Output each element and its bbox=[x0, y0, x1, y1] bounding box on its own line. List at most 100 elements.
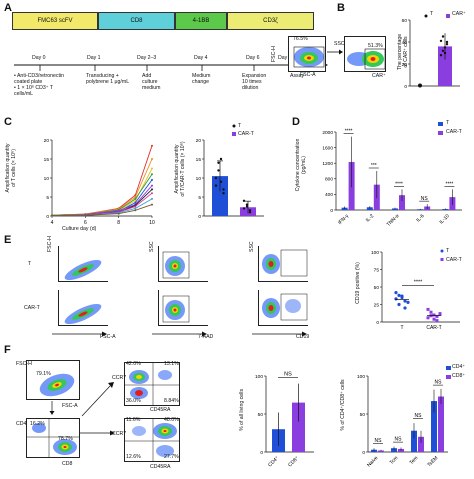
legend-item-t: T bbox=[238, 123, 242, 129]
y-tick-label: 50 bbox=[360, 412, 366, 418]
sig-label: NS bbox=[284, 372, 292, 378]
data-point bbox=[441, 35, 445, 38]
axis-label: FSC-A bbox=[62, 403, 78, 409]
axis-label: CD19 bbox=[296, 334, 310, 340]
x-tick-label: IL-6 bbox=[415, 213, 425, 223]
y-tick-label: 20 bbox=[402, 62, 408, 68]
flow-density bbox=[162, 251, 190, 279]
y-tick-label: 400 bbox=[325, 192, 333, 198]
y-tick-label: 25 bbox=[374, 302, 380, 308]
x-tick-label: 8 bbox=[117, 220, 120, 226]
y-tick-label: 50 bbox=[258, 412, 264, 418]
bar bbox=[378, 450, 384, 452]
axis-label: FSC-H bbox=[271, 46, 277, 62]
panel-label-c: C bbox=[4, 116, 12, 128]
x-tick-label: CD4⁺ bbox=[267, 455, 280, 468]
chart-c-right: 0 5 10 15 20 bbox=[196, 124, 264, 220]
y-tick-label: 0 bbox=[46, 214, 49, 220]
data-point bbox=[219, 157, 223, 161]
construct-cd3z: CD3ζ bbox=[227, 12, 314, 30]
flow-plot-f-cd4cd8 bbox=[26, 418, 80, 458]
x-tick-label: IL-10 bbox=[439, 213, 451, 225]
data-point bbox=[245, 203, 249, 206]
legend-item-cart: CAR-T bbox=[446, 129, 462, 135]
series-line bbox=[51, 173, 153, 216]
data-point bbox=[134, 197, 137, 200]
data-point bbox=[397, 293, 401, 297]
data-point bbox=[151, 144, 153, 147]
density-blob bbox=[268, 261, 274, 267]
data-point bbox=[51, 214, 53, 217]
quad-pct: 8.84% bbox=[164, 398, 179, 404]
y-tick-label: 50 bbox=[374, 285, 380, 291]
flow-density bbox=[39, 373, 75, 397]
axis-label: CCR7 bbox=[112, 431, 127, 437]
sig-label: NS bbox=[421, 196, 429, 202]
flow-plot bbox=[258, 246, 308, 282]
axis-label: SSC bbox=[334, 41, 345, 47]
data-point bbox=[394, 291, 398, 295]
flow-plot bbox=[58, 246, 108, 282]
bar bbox=[418, 436, 424, 452]
density-blob bbox=[268, 305, 274, 311]
panel-label-d: D bbox=[292, 116, 300, 128]
axis-label: CD8 bbox=[62, 461, 73, 467]
quad-pct: 27.7% bbox=[164, 454, 179, 460]
data-point bbox=[248, 211, 252, 214]
timeline-ticks bbox=[39, 65, 297, 71]
bar bbox=[438, 396, 444, 452]
arrow-icon bbox=[80, 430, 115, 436]
sig-label: NS bbox=[375, 438, 383, 444]
day-label: Day 1 bbox=[87, 55, 101, 61]
flow-plot-ccr7-cd8 bbox=[124, 418, 180, 462]
day-label: Day 2–3 bbox=[137, 55, 157, 61]
data-point bbox=[443, 46, 447, 49]
axis-title: Amplification quantity of T/CAR-T cells … bbox=[174, 141, 186, 197]
axis-title: % of all living cells bbox=[239, 388, 245, 432]
data-point bbox=[432, 313, 436, 317]
y-tick-label: 20 bbox=[196, 138, 202, 144]
y-tick-label: 5 bbox=[198, 195, 201, 201]
chart-f-right: 0 50 100 Naive NS Tcm NS Tem NS TsEM NS bbox=[357, 366, 451, 468]
x-tick-label: Tem bbox=[408, 455, 419, 466]
data-point bbox=[394, 297, 398, 301]
density-blob bbox=[173, 264, 177, 268]
day-label: Day 4 bbox=[194, 55, 208, 61]
legend-marker-cart bbox=[232, 132, 236, 136]
gate-pct: 79.1% bbox=[36, 371, 51, 377]
data-point bbox=[245, 205, 249, 208]
step-text: Medium change bbox=[192, 73, 211, 85]
flow-plot bbox=[258, 290, 308, 326]
data-point bbox=[242, 207, 246, 210]
data-point bbox=[134, 205, 137, 208]
data-point bbox=[426, 307, 430, 311]
construct-41bb: 4-1BB bbox=[175, 12, 227, 30]
x-tick-label: T bbox=[400, 325, 403, 331]
axis-label: CAR⁺ bbox=[372, 73, 386, 79]
flow-plot-fsc bbox=[288, 36, 326, 72]
data-point bbox=[151, 173, 153, 176]
axis-title: Amplification quantity of T cells (× 10⁶… bbox=[5, 143, 17, 193]
series-line bbox=[51, 168, 153, 216]
y-tick-label: 5 bbox=[46, 195, 49, 201]
legend-marker-cd8 bbox=[446, 375, 451, 379]
y-tick-label: 0 bbox=[260, 450, 263, 456]
data-point bbox=[441, 49, 445, 52]
gate-pct: 51.3% bbox=[368, 43, 383, 49]
legend-marker-t bbox=[438, 122, 443, 126]
y-tick-label: 1200 bbox=[322, 161, 333, 167]
step-text: Assay bbox=[290, 73, 305, 79]
axis-label: SSC bbox=[149, 241, 155, 252]
quad-pct: 42.0% bbox=[126, 361, 141, 367]
data-point bbox=[217, 161, 220, 164]
density-blob bbox=[173, 308, 177, 312]
chart-d: 0 400 800 1200 1600 2000 IFN-γ **** IL-2 *** TNN-α… bbox=[322, 122, 462, 228]
axis-label: FSC-H bbox=[16, 361, 32, 367]
flow-density bbox=[64, 259, 102, 281]
data-point bbox=[217, 169, 220, 172]
y-tick-label: 0 bbox=[198, 214, 201, 220]
data-point bbox=[117, 209, 120, 212]
data-point bbox=[400, 294, 404, 298]
panel-label-a: A bbox=[4, 2, 12, 14]
flow-plot bbox=[158, 246, 208, 282]
